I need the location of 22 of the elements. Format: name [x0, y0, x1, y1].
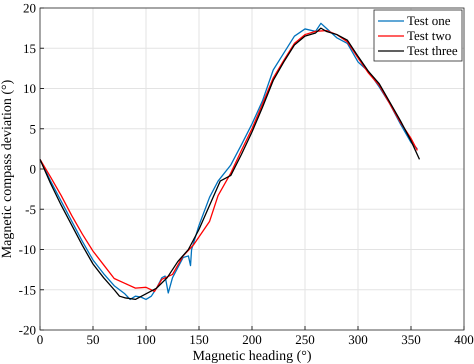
x-tick-label: 150 [189, 332, 209, 347]
x-tick-label: 200 [242, 332, 262, 347]
y-tick-label: 5 [30, 121, 36, 136]
x-tick-label: 50 [86, 332, 100, 347]
y-tick-label: -5 [25, 202, 36, 217]
y-tick-label: 0 [30, 162, 36, 176]
x-tick-label: 300 [348, 332, 368, 347]
y-tick-label: -15 [18, 282, 36, 298]
x-tick-label: 100 [136, 332, 156, 347]
x-tick-label: 250 [295, 332, 315, 347]
x-tick-label: 350 [401, 332, 421, 347]
x-tick-label: 400 [454, 332, 474, 347]
y-tick-label: 10 [23, 81, 36, 96]
y-tick-label: 20 [23, 0, 36, 16]
y-axis-title: Magnetic compass deviation (°) [0, 79, 15, 258]
legend-label: Test one [407, 13, 451, 28]
legend-label: Test three [407, 43, 458, 58]
y-tick-label: 15 [23, 40, 36, 56]
x-axis-title: Magnetic heading (°) [192, 349, 312, 364]
y-tick-label: -20 [18, 322, 36, 338]
y-tick-label: -10 [18, 242, 36, 257]
legend-label: Test two [407, 28, 452, 43]
